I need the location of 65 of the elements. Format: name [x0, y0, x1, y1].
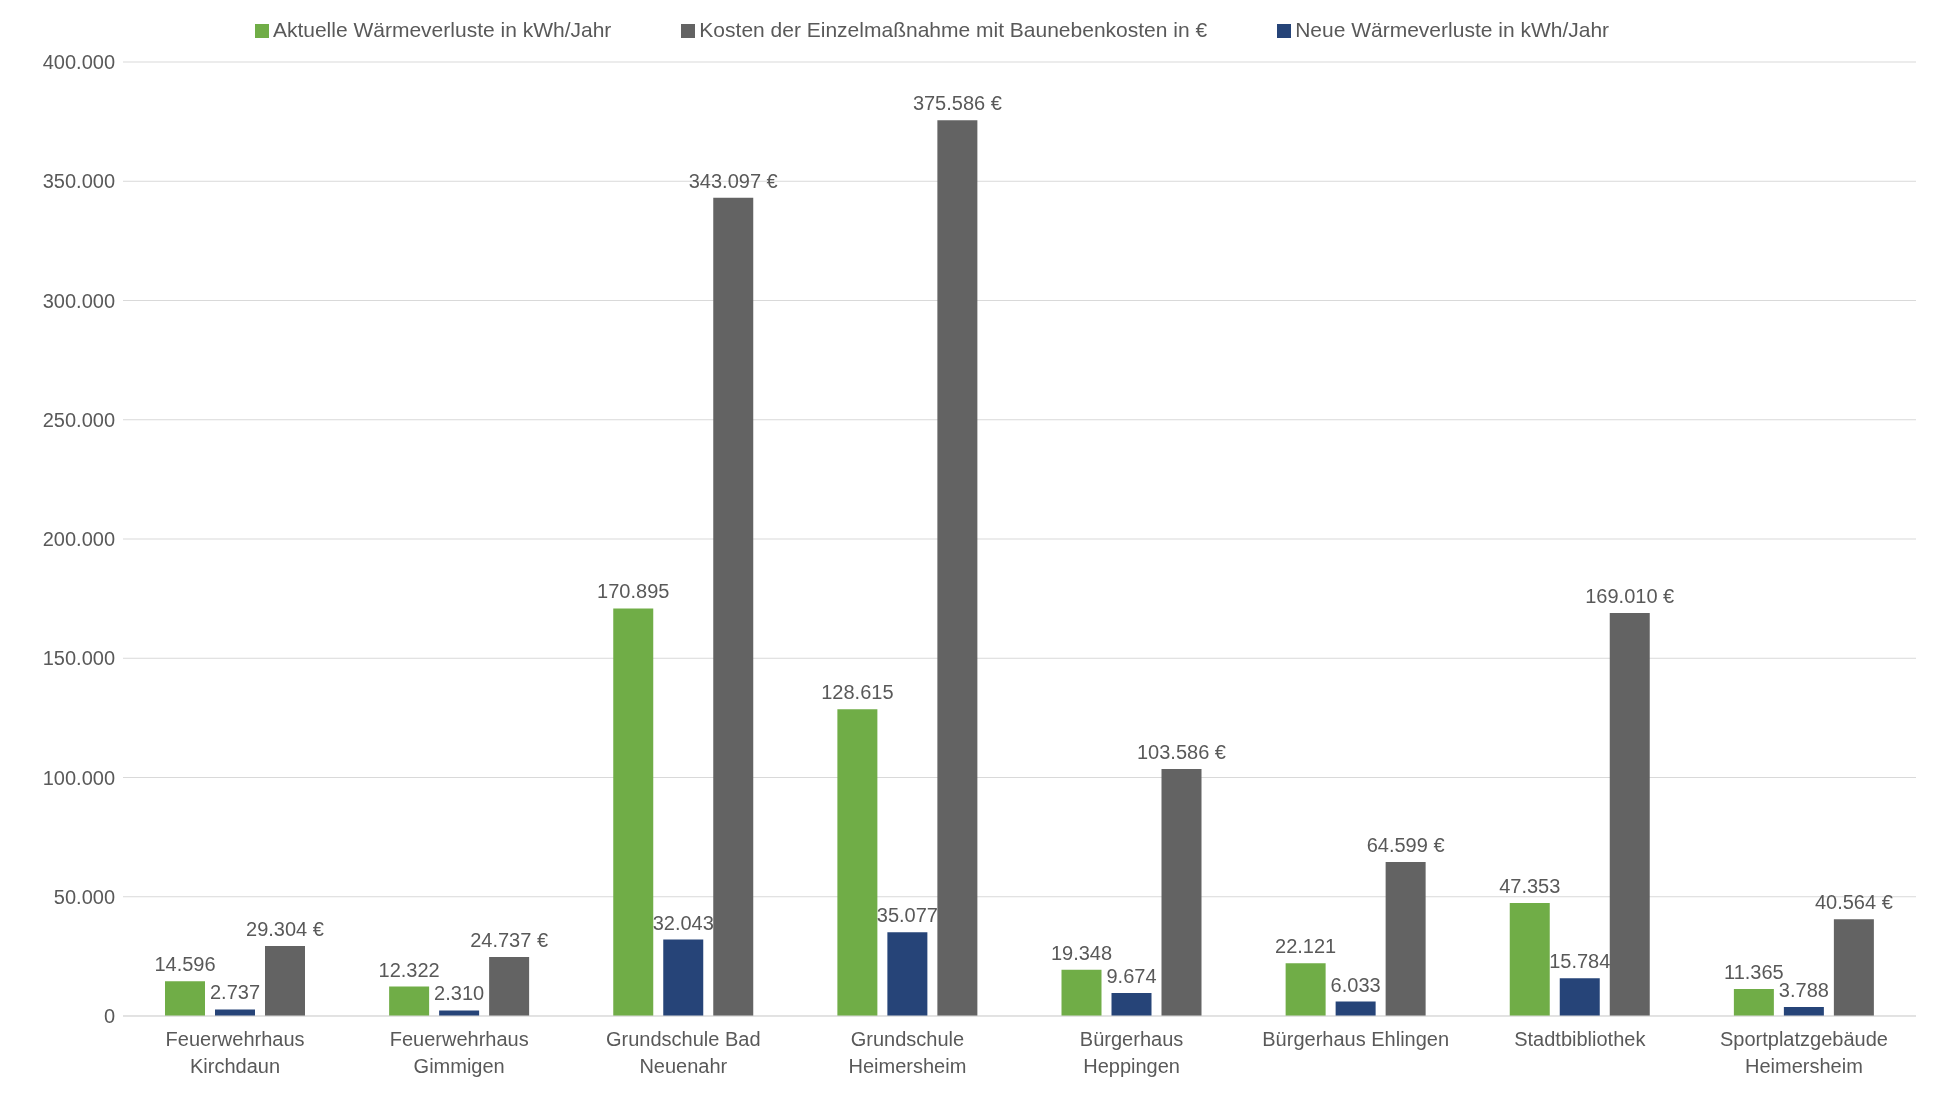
y-tick-label: 300.000 [42, 289, 115, 312]
data-label: 2.310 [434, 982, 485, 1005]
data-label: 9.674 [1106, 964, 1157, 987]
data-label: 128.615 [821, 681, 894, 704]
x-tick-label: Grundschule Heimersheim [848, 1028, 967, 1077]
bar [265, 946, 305, 1016]
bar [713, 197, 754, 1016]
bar [1285, 963, 1326, 1016]
x-tick-label: Grundschule Bad Neuenahr [606, 1028, 761, 1077]
bar [1111, 992, 1152, 1016]
x-tick-label: Bürgerhaus Heppingen [1079, 1028, 1184, 1077]
data-label: 32.043 [652, 911, 714, 934]
data-label: 6.033 [1330, 973, 1381, 996]
y-tick-label: 250.000 [42, 408, 115, 431]
bar [613, 608, 654, 1016]
data-label: 22.121 [1275, 935, 1337, 958]
bar [489, 957, 530, 1016]
bar [165, 981, 205, 1016]
data-label: 170.895 [597, 580, 670, 603]
y-tick-label: 400.000 [42, 51, 115, 74]
legend-label: Neue Wärmeverluste in kWh/Jahr [1295, 18, 1610, 41]
bar [1733, 988, 1774, 1016]
bar [1609, 612, 1650, 1016]
legend-label: Aktuelle Wärmeverluste in kWh/Jahr [272, 18, 612, 41]
y-tick-label: 100.000 [42, 766, 115, 789]
x-tick-label: Feuerwehrhaus Kirchdaun [165, 1028, 305, 1077]
data-label: 103.586 € [1137, 740, 1226, 763]
bar [1385, 861, 1426, 1016]
bar [887, 932, 928, 1016]
data-label: 47.353 [1499, 875, 1561, 898]
data-label: 24.737 € [470, 929, 549, 951]
y-tick-label: 200.000 [42, 528, 115, 551]
bar [937, 120, 978, 1016]
x-tick-label: Bürgerhaus Ehlingen [1262, 1028, 1450, 1050]
bar [1559, 978, 1600, 1016]
bar [663, 939, 704, 1016]
data-label: 169.010 € [1585, 584, 1675, 607]
data-label: 14.596 [154, 953, 216, 976]
y-tick-label: 350.000 [42, 170, 115, 193]
data-label: 15.784 [1549, 950, 1611, 973]
x-tick-label: Sportplatzgebäude Heimersheim [1719, 1028, 1888, 1077]
bar [1161, 768, 1202, 1016]
data-label: 2.737 [209, 981, 261, 1004]
data-label: 64.599 € [1366, 833, 1445, 856]
bar [439, 1010, 480, 1016]
data-label: 29.304 € [246, 918, 324, 941]
data-label: 375.586 € [912, 92, 1002, 115]
y-tick-label: 0 [103, 1005, 115, 1028]
x-tick-label: Stadtbibliothek [1514, 1028, 1647, 1050]
y-tick-label: 150.000 [42, 647, 115, 670]
data-label: 35.077 [876, 904, 938, 927]
bar [1061, 969, 1102, 1016]
x-tick-label: Feuerwehrhaus Gimmigen [389, 1028, 529, 1077]
bar [1509, 903, 1550, 1016]
bar [837, 709, 878, 1016]
bar [389, 986, 430, 1016]
bar [1833, 919, 1874, 1016]
data-label: 12.322 [378, 958, 440, 981]
data-label: 19.348 [1050, 941, 1113, 964]
bar [1335, 1001, 1376, 1016]
data-label: 40.564 € [1814, 891, 1893, 914]
y-tick-label: 50.000 [53, 885, 115, 908]
legend-label: Kosten der Einzelmaßnahme mit Baunebenkosten in € [699, 18, 1208, 41]
data-label: 343.097 € [688, 169, 778, 192]
bar [215, 1009, 255, 1016]
